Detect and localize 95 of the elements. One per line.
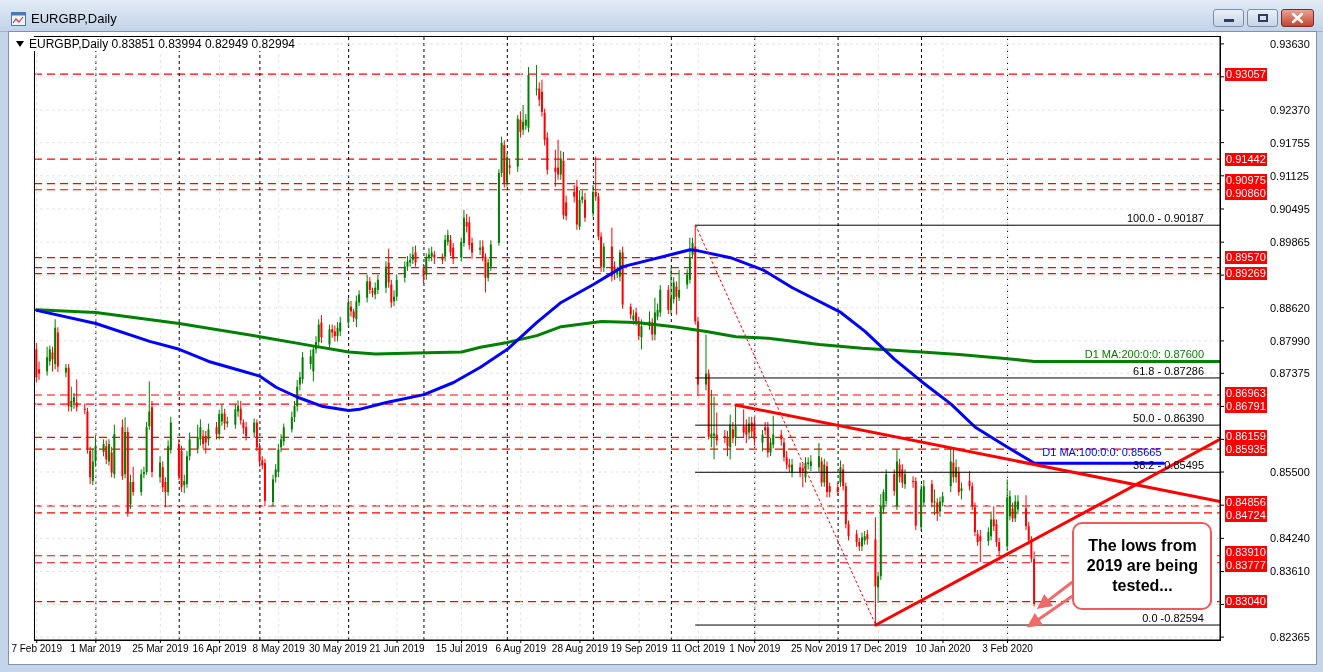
ref-line-label: 0.86791 [1225, 399, 1267, 413]
candlestick [535, 64, 538, 96]
y-tick-label: 0.88620 [1270, 301, 1310, 314]
candlestick [839, 459, 842, 488]
candlestick [901, 463, 904, 489]
ref-line-label: 0.83910 [1225, 546, 1267, 560]
chart-subtitle: EURGBP,Daily 0.83851 0.83994 0.82949 0.82994 [27, 37, 297, 51]
candlestick [583, 192, 586, 223]
candlestick [904, 468, 906, 490]
x-tick-label: 25 Nov 2019 [790, 643, 849, 655]
x-tick-label: 15 Jul 2019 [435, 643, 488, 655]
y-tick-label: 0.90495 [1270, 202, 1310, 215]
ref-line-label: 0.85935 [1225, 443, 1267, 457]
x-tick-label: 1 Nov 2019 [729, 643, 781, 655]
candlestick [893, 468, 896, 497]
candlestick [955, 458, 958, 484]
candlestick [675, 280, 678, 316]
candlestick [933, 488, 936, 516]
chart-title: EURGBP,Daily [31, 11, 117, 27]
x-tick-label: 8 May 2019 [252, 643, 306, 655]
y-tick-label: 0.83610 [1270, 565, 1310, 578]
candlestick [444, 234, 447, 262]
candlestick [667, 284, 670, 315]
ref-line-label: 0.86963 [1225, 386, 1267, 400]
candlestick [70, 386, 73, 412]
y-tick-label: 0.91755 [1270, 136, 1310, 149]
x-tick-label: 10 Jan 2020 [915, 643, 971, 655]
y-tick-label: 0.87990 [1270, 334, 1310, 347]
series-label: D1 MA:100:0:0: 0.85665 [1042, 446, 1162, 459]
y-tick-label: 0.84240 [1270, 532, 1310, 545]
x-tick-label: 7 Feb 2019 [11, 643, 63, 655]
x-tick-label: 1 Mar 2019 [70, 643, 122, 655]
x-tick-label: 11 Oct 2019 [671, 643, 726, 655]
candlestick [678, 269, 681, 302]
candlestick [129, 474, 132, 510]
x-tick-label: 17 Dec 2019 [850, 643, 908, 655]
candlestick [801, 463, 804, 488]
candlestick [46, 346, 49, 377]
ref-line-label: 0.90860 [1225, 186, 1267, 200]
x-tick-label: 21 Jun 2019 [369, 643, 426, 655]
candlestick [207, 423, 210, 447]
candlestick [309, 349, 312, 370]
ref-line-label: 0.83777 [1225, 559, 1267, 573]
candlestick [519, 110, 522, 139]
y-tick-label: 0.92370 [1270, 104, 1310, 117]
series-label: D1 MA:200:0:0: 0.87600 [1084, 348, 1204, 361]
ref-line-label: 0.90975 [1225, 173, 1267, 187]
series-label: 61.8 - 0.87286 [1133, 364, 1204, 377]
series-label: 0.0 -0.82594 [1142, 612, 1204, 625]
ref-line-label: 0.84856 [1225, 496, 1267, 510]
candlestick [159, 455, 162, 484]
y-tick-label: 0.89865 [1270, 236, 1310, 249]
candlestick [376, 274, 379, 295]
candlestick [140, 468, 143, 497]
candlestick [320, 314, 323, 344]
candlestick [336, 321, 339, 342]
candlestick [602, 242, 605, 273]
ref-line-label: 0.91442 [1225, 152, 1267, 166]
y-tick-label: 0.82365 [1270, 631, 1310, 644]
candlestick [422, 263, 425, 284]
candlestick [384, 260, 387, 294]
x-tick-label: 25 Mar 2019 [132, 643, 189, 655]
y-tick-label: 0.91125 [1270, 169, 1309, 182]
annotation: The lows from 2019 are being tested... [1085, 536, 1199, 596]
ref-line-label: 0.89570 [1225, 251, 1267, 265]
candlestick [132, 466, 135, 497]
series-label: 50.0 - 0.86390 [1133, 412, 1204, 425]
candlestick [731, 421, 734, 444]
candlestick [425, 252, 428, 281]
ref-line-label: 0.86159 [1225, 430, 1267, 444]
candlestick [670, 267, 673, 315]
x-tick-label: 28 Aug 2019 [551, 643, 609, 655]
candlestick [761, 429, 764, 452]
candlestick [234, 404, 237, 430]
y-tick-label: 0.87375 [1270, 367, 1310, 380]
x-tick-label: 3 Feb 2020 [982, 643, 1034, 655]
series-label: 100.0 - 0.90187 [1126, 212, 1204, 225]
y-tick-label: 0.93630 [1270, 37, 1310, 50]
candlestick [505, 152, 508, 188]
y-tick-label: 0.85500 [1270, 465, 1310, 478]
candlestick [339, 316, 342, 337]
ref-line-label: 0.83040 [1225, 595, 1267, 609]
ref-line-label: 0.84724 [1225, 509, 1267, 523]
ref-line-label: 0.89269 [1225, 267, 1267, 281]
candlestick [817, 442, 820, 473]
x-tick-label: 6 Aug 2019 [495, 643, 547, 655]
candlestick [659, 284, 662, 318]
candlestick [403, 260, 406, 283]
x-tick-label: 30 May 2019 [308, 643, 368, 655]
candlestick [952, 448, 955, 484]
x-tick-label: 16 Apr 2019 [192, 643, 247, 655]
ref-line-label: 0.93057 [1225, 67, 1267, 81]
candlestick [640, 318, 643, 350]
x-tick-label: 19 Sep 2019 [610, 643, 668, 655]
candlestick [253, 417, 256, 439]
